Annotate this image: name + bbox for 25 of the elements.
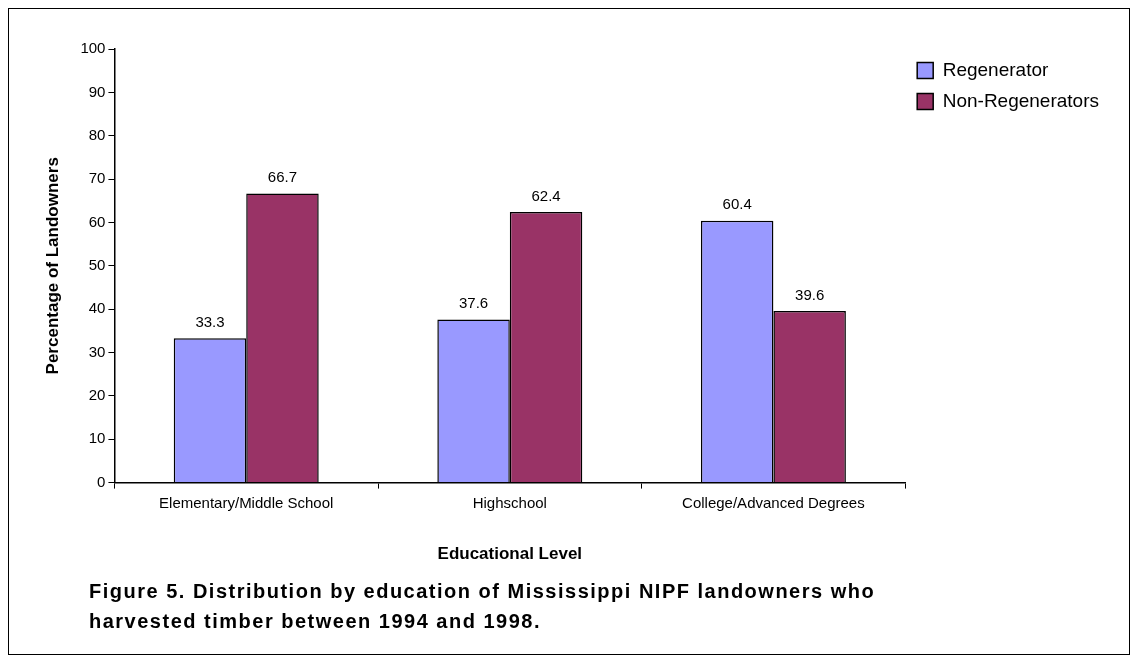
- legend-label: Regenerator: [942, 58, 1049, 80]
- y-axis-title: Percentage of Landowners: [42, 157, 62, 375]
- data-label: 37.6: [458, 294, 489, 312]
- legend-label: Non-Regenerators: [942, 89, 1100, 111]
- x-axis-title: Educational Level: [437, 544, 583, 564]
- y-tick-label: 10: [88, 429, 106, 447]
- text: Figure 5. Distribution by education of Mississippi NIPF landowners who harvested timber between 1994 and 1998.: [89, 579, 877, 634]
- y-tick-label: 100: [80, 39, 106, 57]
- y-tick-label: 80: [88, 125, 106, 143]
- data-label: 60.4: [722, 195, 752, 213]
- y-tick-label: 50: [88, 255, 106, 273]
- y-tick-label: 0: [97, 472, 106, 490]
- x-tick-label: College/Advanced Degrees: [682, 493, 865, 511]
- data-label: 33.3: [195, 312, 225, 330]
- y-tick-label: 30: [88, 342, 106, 360]
- x-tick-label: Highschool: [472, 493, 547, 511]
- y-tick-label: 40: [88, 299, 106, 317]
- data-label: 62.4: [531, 186, 561, 204]
- x-tick-label: Elementary/Middle School: [159, 493, 334, 511]
- y-tick-label: 20: [88, 386, 106, 404]
- y-tick-label: 70: [88, 169, 106, 187]
- y-tick-label: 90: [88, 82, 106, 100]
- data-label: 39.6: [795, 285, 825, 303]
- data-label: 66.7: [267, 168, 298, 186]
- y-tick-label: 60: [88, 212, 106, 230]
